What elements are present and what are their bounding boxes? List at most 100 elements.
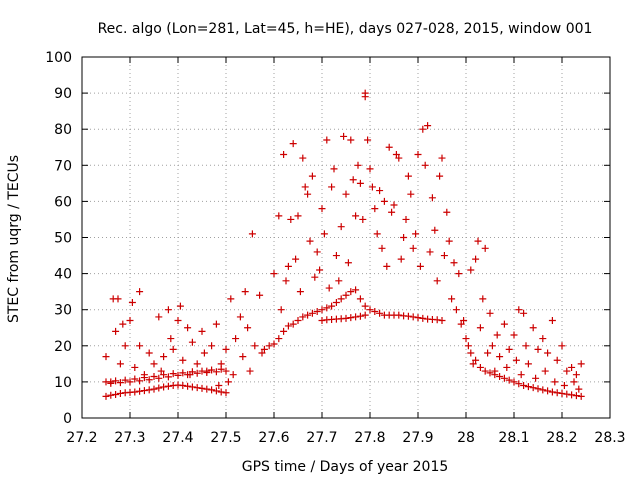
data-point (500, 320, 508, 328)
data-point (452, 306, 460, 314)
data-point (529, 384, 537, 392)
data-point (515, 380, 523, 388)
data-point (323, 304, 331, 312)
data-point (179, 382, 187, 390)
data-point (208, 366, 216, 374)
data-point (347, 288, 355, 296)
data-point (486, 309, 494, 317)
data-point (198, 384, 206, 392)
data-point (385, 143, 393, 151)
data-point (474, 237, 482, 245)
data-point (145, 376, 153, 384)
data-point (222, 367, 230, 375)
data-point (203, 367, 211, 375)
data-point (544, 387, 552, 395)
y-tick-label: 40 (54, 267, 72, 283)
data-point (313, 248, 321, 256)
data-point (563, 390, 571, 398)
data-point (212, 320, 220, 328)
data-point (376, 309, 384, 317)
data-point (150, 360, 158, 368)
data-point (244, 324, 252, 332)
data-point (488, 342, 496, 350)
data-points (102, 89, 585, 400)
data-point (390, 201, 398, 209)
data-point (570, 378, 578, 386)
data-point (361, 93, 369, 101)
data-point (534, 345, 542, 353)
data-point (464, 342, 472, 350)
y-tick-label: 50 (54, 231, 72, 247)
data-point (450, 259, 458, 267)
data-point (553, 389, 561, 397)
y-tick-label: 0 (63, 411, 72, 427)
data-point (512, 356, 520, 364)
data-point (112, 391, 120, 399)
y-tick-label: 90 (54, 86, 72, 102)
data-point (577, 392, 585, 400)
data-point (337, 295, 345, 303)
data-point (174, 317, 182, 325)
data-point (539, 386, 547, 394)
data-point (292, 255, 300, 263)
data-point (114, 295, 122, 303)
data-point (188, 338, 196, 346)
data-point (352, 313, 360, 321)
data-point (438, 317, 446, 325)
data-point (188, 383, 196, 391)
data-point (316, 266, 324, 274)
data-point (174, 371, 182, 379)
data-point (551, 378, 559, 386)
data-point (121, 376, 129, 384)
data-point (529, 324, 537, 332)
data-point (160, 371, 168, 379)
data-point (308, 309, 316, 317)
data-point (335, 277, 343, 285)
data-point (407, 190, 415, 198)
data-point (323, 136, 331, 144)
data-point (140, 371, 148, 379)
y-tick-label: 70 (54, 158, 72, 174)
data-point (383, 262, 391, 270)
data-point (258, 349, 266, 357)
data-point (222, 345, 230, 353)
data-point (184, 382, 192, 390)
data-point (102, 353, 110, 361)
x-axis-label: GPS time / Days of year 2015 (242, 459, 449, 475)
data-point (356, 179, 364, 187)
data-point (395, 311, 403, 319)
data-point (270, 340, 278, 348)
data-point (184, 324, 192, 332)
data-point (428, 194, 436, 202)
data-point (412, 230, 420, 238)
y-tick-label: 20 (54, 339, 72, 355)
axis-ticks (81, 56, 611, 419)
data-point (304, 311, 312, 319)
x-tick-label: 27.4 (162, 430, 193, 446)
data-point (176, 302, 184, 310)
data-point (256, 291, 264, 299)
data-point (224, 378, 232, 386)
data-point (493, 331, 501, 339)
data-point (193, 384, 201, 392)
data-point (246, 367, 254, 375)
data-point (325, 284, 333, 292)
data-point (160, 383, 168, 391)
data-point (539, 335, 547, 343)
data-point (299, 154, 307, 162)
data-point (265, 342, 273, 350)
data-point (229, 371, 237, 379)
data-point (239, 353, 247, 361)
data-point (150, 372, 158, 380)
data-point (308, 172, 316, 180)
data-point (366, 165, 374, 173)
data-point (500, 374, 508, 382)
data-point (433, 277, 441, 285)
data-point (200, 349, 208, 357)
data-point (179, 369, 187, 377)
data-point (299, 313, 307, 321)
y-tick-label: 30 (54, 303, 72, 319)
data-point (503, 363, 511, 371)
data-point (359, 215, 367, 223)
